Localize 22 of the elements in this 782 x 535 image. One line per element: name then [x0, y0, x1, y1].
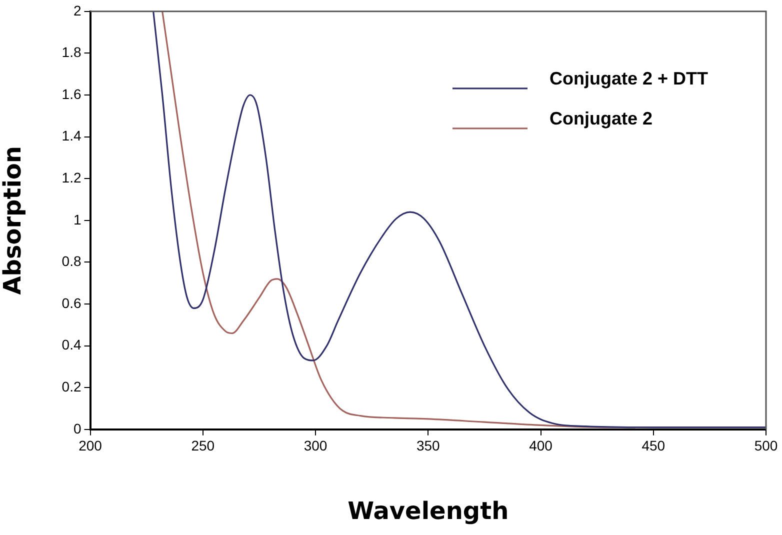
- x-axis-title: Wavelength: [348, 496, 509, 525]
- x-tick-label: 300: [304, 438, 328, 454]
- x-tick-label: 350: [416, 438, 440, 454]
- x-tick-label: 500: [754, 438, 778, 454]
- y-tick-label: 1.6: [62, 86, 82, 102]
- y-tick-label: 1.8: [62, 44, 82, 60]
- y-tick-label: 0.6: [62, 294, 82, 311]
- y-tick-label: 1: [73, 211, 82, 228]
- y-axis-title: Absorption: [0, 146, 27, 295]
- y-tick-label: 0: [73, 420, 82, 436]
- legend-label: Conjugate 2: [549, 108, 653, 128]
- y-tick-label: 0.2: [62, 378, 82, 394]
- x-tick-label: 250: [191, 438, 215, 454]
- y-tick-label: 1.4: [62, 128, 82, 144]
- y-tick-label: 0.4: [62, 336, 82, 353]
- x-tick-label: 450: [642, 438, 666, 454]
- legend-label: Conjugate 2 + DTT: [549, 68, 708, 88]
- y-tick-label: 2: [73, 2, 82, 18]
- x-tick-label: 200: [78, 438, 102, 454]
- x-tick-label: 400: [529, 438, 553, 454]
- y-tick-label: 0.8: [62, 253, 82, 270]
- y-tick-label: 1.2: [62, 169, 82, 186]
